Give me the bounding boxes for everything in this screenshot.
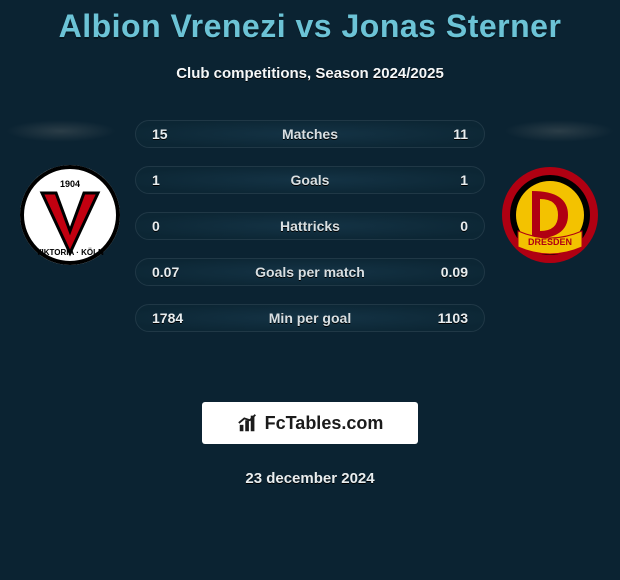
stat-left-value: 0 (152, 218, 160, 234)
stat-label: Matches (136, 126, 484, 142)
stat-row: 15 Matches 11 (135, 120, 485, 148)
badge-city: DRESDEN (528, 237, 572, 247)
club-logo-left: 1904 VIKTORIA · KÖLN (20, 165, 120, 265)
dynamo-dresden-badge-icon: DRESDEN (500, 165, 600, 265)
club-logo-right: DRESDEN (500, 165, 600, 265)
stat-left-value: 0.07 (152, 264, 179, 280)
svg-text:VIKTORIA · KÖLN: VIKTORIA · KÖLN (36, 248, 104, 257)
footer-brand-text: FcTables.com (265, 413, 384, 434)
ellipse-shadow-left (6, 120, 116, 142)
subtitle: Club competitions, Season 2024/2025 (0, 65, 620, 82)
stat-label: Goals per match (136, 264, 484, 280)
stat-right-value: 1 (460, 172, 468, 188)
footer-brand-logo: FcTables.com (202, 402, 418, 444)
viktoria-koln-badge-icon: 1904 VIKTORIA · KÖLN (20, 165, 120, 265)
stat-row: 1784 Min per goal 1103 (135, 304, 485, 332)
stat-right-value: 11 (453, 126, 468, 142)
stat-left-value: 1784 (152, 310, 183, 326)
stat-row: 0 Hattricks 0 (135, 212, 485, 240)
stat-right-value: 0 (460, 218, 468, 234)
badge-year: 1904 (60, 179, 80, 189)
stat-row: 1 Goals 1 (135, 166, 485, 194)
comparison-content: 1904 VIKTORIA · KÖLN DRESDEN (0, 120, 620, 380)
stat-label: Goals (136, 172, 484, 188)
ellipse-shadow-right (504, 120, 614, 142)
stat-right-value: 1103 (438, 310, 468, 326)
stat-right-value: 0.09 (441, 264, 468, 280)
date-line: 23 december 2024 (0, 470, 620, 487)
page-title: Albion Vrenezi vs Jonas Sterner (0, 0, 620, 45)
stat-label: Hattricks (136, 218, 484, 234)
stat-label: Min per goal (136, 310, 484, 326)
stats-list: 15 Matches 11 1 Goals 1 0 Hattricks 0 0.… (135, 120, 485, 350)
stat-row: 0.07 Goals per match 0.09 (135, 258, 485, 286)
stat-left-value: 1 (152, 172, 160, 188)
bar-chart-icon (237, 412, 259, 434)
stat-left-value: 15 (152, 126, 168, 142)
